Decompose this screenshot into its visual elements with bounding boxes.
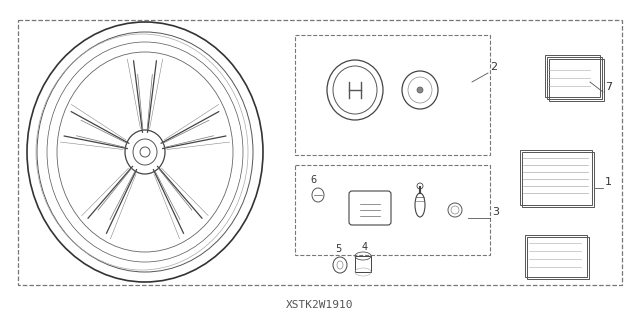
Bar	[547, 57, 602, 99]
Text: 6: 6	[310, 175, 316, 185]
Text: 5: 5	[335, 244, 341, 254]
Bar	[525, 235, 587, 277]
Text: XSTK2W1910: XSTK2W1910	[286, 300, 354, 310]
Text: 4: 4	[362, 242, 368, 252]
Bar	[527, 237, 589, 279]
Bar	[549, 59, 604, 101]
Bar	[522, 152, 594, 207]
Bar	[520, 150, 592, 205]
Text: 1: 1	[605, 177, 612, 187]
Text: 2: 2	[490, 62, 497, 72]
Text: 3: 3	[492, 207, 499, 217]
Text: 7: 7	[605, 82, 612, 92]
Bar	[355, 256, 371, 272]
Bar	[545, 55, 600, 97]
Ellipse shape	[417, 87, 423, 93]
